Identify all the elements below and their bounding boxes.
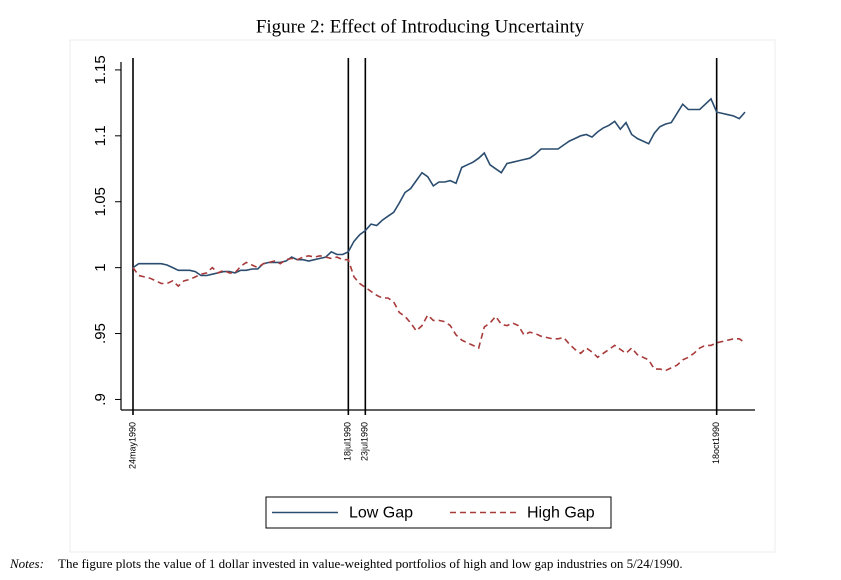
y-tick-label: .9	[92, 393, 109, 406]
series-line	[132, 254, 746, 372]
series-line	[132, 97, 746, 277]
note-label: Notes:	[9, 556, 44, 571]
x-tick-label: 18oct1990	[711, 422, 721, 464]
y-tick-label: 1.15	[92, 55, 109, 84]
legend-label: High Gap	[527, 505, 595, 522]
x-tick-label: 18jul1990	[343, 422, 353, 461]
y-tick-label: 1	[92, 263, 109, 271]
x-tick-label: 23jul1990	[360, 422, 370, 461]
legend-box	[265, 496, 612, 529]
legend-label: Low Gap	[349, 505, 413, 522]
y-tick-label: .95	[92, 323, 109, 344]
note: The figure plots the value of 1 dollar i…	[58, 556, 683, 571]
chart-title: Figure 2: Effect of Introducing Uncertai…	[256, 16, 585, 37]
x-tick-label: 24may1990	[127, 422, 137, 469]
y-tick-label: 1.05	[92, 187, 109, 216]
graph-region	[69, 39, 776, 553]
y-tick-label: 1.1	[92, 125, 109, 146]
